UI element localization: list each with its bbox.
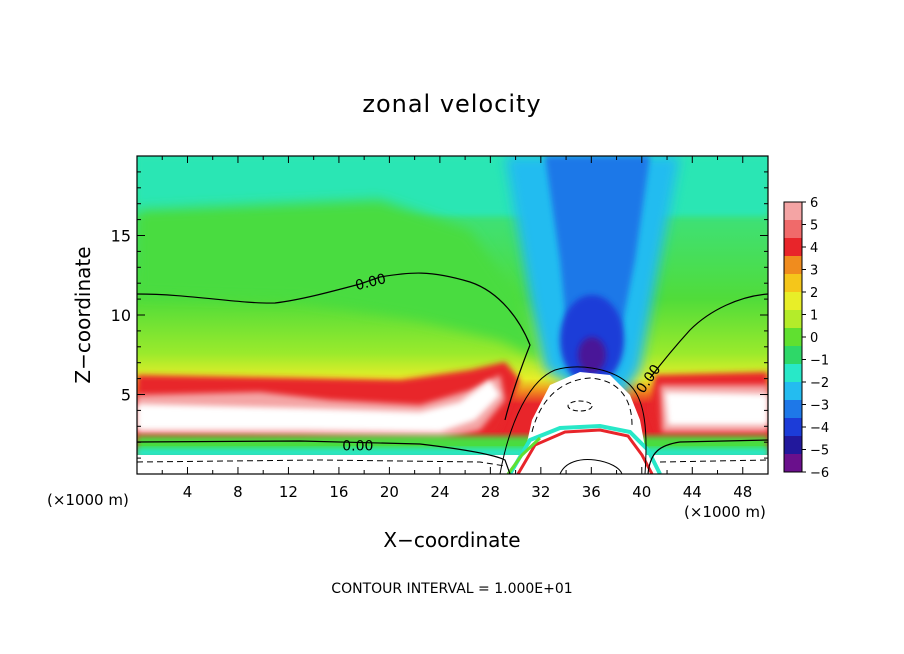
colorbar-label: 5 bbox=[810, 219, 818, 234]
x-tick-label: 12 bbox=[279, 483, 298, 501]
colorbar-label: 0 bbox=[810, 331, 818, 346]
heatmap-field bbox=[137, 156, 768, 474]
colorbar-label: −1 bbox=[810, 354, 829, 369]
x-axis-ticks: 4 8 12 16 20 24 28 32 36 40 44 48 bbox=[161, 156, 752, 501]
colorbar-swatch bbox=[784, 202, 802, 221]
y-axis-label: Z−coordinate bbox=[71, 246, 95, 383]
dome-contour-base bbox=[559, 459, 623, 474]
colorbar-label: 3 bbox=[810, 264, 818, 279]
zero-contour-lower-right bbox=[647, 439, 768, 474]
colorbar-swatch bbox=[784, 292, 802, 311]
contour-lines bbox=[137, 272, 768, 474]
jet-peak bbox=[578, 337, 606, 373]
dome-contour-outer bbox=[499, 366, 647, 474]
x-unit-right: (×1000 m) bbox=[684, 503, 766, 521]
y-tick-label: 15 bbox=[111, 227, 131, 246]
x-tick-label: 40 bbox=[632, 483, 651, 501]
contour-label-text: 0.00 bbox=[342, 438, 373, 454]
colorbar: 6 5 4 3 2 1 0 −1 −2 −3 −4 −5 −6 bbox=[783, 196, 829, 481]
colorbar-label: −3 bbox=[810, 399, 829, 414]
colorbar-label: −4 bbox=[810, 421, 829, 436]
bottom-white-band bbox=[137, 455, 768, 474]
x-tick-label: 44 bbox=[683, 483, 702, 501]
dome-red-rim bbox=[516, 428, 654, 474]
mid-green-region bbox=[137, 200, 540, 360]
colorbar-swatch bbox=[784, 400, 802, 419]
right-white-core bbox=[665, 392, 768, 425]
zero-contour-upper bbox=[137, 272, 531, 421]
colorbar-label: 1 bbox=[810, 309, 818, 324]
contour-label: 0.00 bbox=[354, 271, 388, 294]
colorbar-swatch bbox=[784, 328, 802, 347]
bottom-contour-dash bbox=[137, 459, 506, 467]
x-tick-label: 4 bbox=[183, 483, 193, 501]
colorbar-label: −6 bbox=[810, 466, 829, 481]
colorbar-swatch bbox=[784, 220, 802, 239]
colorbar-swatch bbox=[784, 256, 802, 275]
chart-title: zonal velocity bbox=[362, 90, 541, 118]
zero-contour-upper-right bbox=[649, 293, 768, 379]
x-tick-label: 24 bbox=[430, 483, 449, 501]
colorbar-swatch bbox=[784, 364, 802, 383]
y-axis-ticks: 5 10 15 bbox=[111, 171, 768, 459]
colorbar-label: −2 bbox=[810, 376, 829, 391]
dome-cyan-rim bbox=[508, 423, 662, 474]
colorbar-label: 4 bbox=[810, 241, 818, 256]
contour-label-text: 0.00 bbox=[354, 271, 388, 294]
contour-interval-note: CONTOUR INTERVAL = 1.000E+01 bbox=[331, 581, 572, 597]
left-white-core bbox=[137, 380, 500, 432]
x-tick-label: 20 bbox=[380, 483, 399, 501]
colorbar-swatch bbox=[784, 454, 802, 473]
bottom-contour-dash-right bbox=[659, 459, 768, 463]
x-tick-label: 16 bbox=[329, 483, 348, 501]
x-axis-label: X−coordinate bbox=[383, 528, 520, 552]
colorbar-swatch bbox=[784, 238, 802, 257]
colorbar-label: 6 bbox=[810, 196, 818, 211]
x-tick-label: 48 bbox=[733, 483, 752, 501]
dome-green-rim bbox=[506, 436, 542, 474]
x-tick-label: 36 bbox=[582, 483, 601, 501]
y-tick-label: 5 bbox=[121, 386, 131, 405]
colorbar-swatch bbox=[784, 310, 802, 329]
colorbar-label: −5 bbox=[810, 444, 829, 459]
x-tick-label: 28 bbox=[481, 483, 500, 501]
colorbar-label: 2 bbox=[810, 286, 818, 301]
colorbar-swatch bbox=[784, 418, 802, 437]
colorbar-swatch bbox=[784, 346, 802, 365]
central-white-dome bbox=[520, 372, 650, 474]
dome-contour-small bbox=[567, 400, 593, 412]
colorbar-swatch bbox=[784, 436, 802, 455]
lower-cyan-band bbox=[137, 448, 768, 458]
contour-label: 0.00 bbox=[342, 438, 373, 454]
x-tick-label: 32 bbox=[531, 483, 550, 501]
colorbar-swatch bbox=[784, 274, 802, 293]
x-unit-left: (×1000 m) bbox=[47, 491, 129, 509]
y-tick-label: 10 bbox=[111, 306, 131, 325]
colorbar-swatch bbox=[784, 382, 802, 401]
x-tick-label: 8 bbox=[233, 483, 243, 501]
dome-contour-inner-dash bbox=[531, 377, 633, 433]
